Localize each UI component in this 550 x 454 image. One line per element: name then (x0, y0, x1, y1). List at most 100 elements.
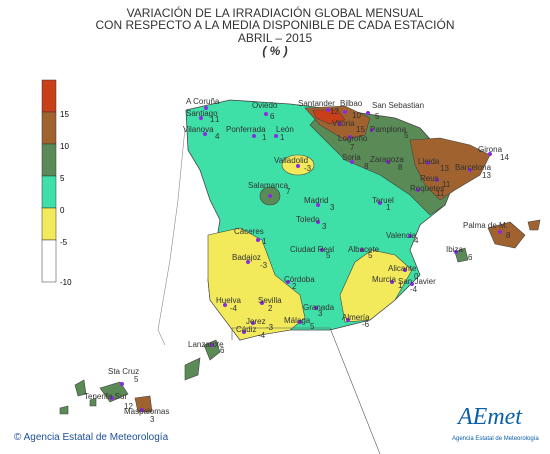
island-lanzarote (203, 339, 221, 361)
station-value: 11 (442, 180, 451, 189)
station-name: Córdoba (284, 275, 315, 284)
station-value: 7 (286, 187, 291, 196)
station-value: 8 (398, 163, 403, 172)
station-value: 8 (364, 162, 369, 171)
region-red-vitoria (312, 109, 346, 125)
island-fuerteventura (184, 357, 201, 381)
station-name: Málaga (284, 316, 311, 325)
station-value: 13 (482, 171, 491, 180)
island-el-hierro (59, 405, 69, 415)
station-name: Barcelona (455, 163, 492, 172)
station-value: 1 (210, 115, 215, 124)
station-value: 6 (220, 346, 225, 355)
station-name: Toledo (296, 215, 320, 224)
island-tenerife (99, 381, 129, 403)
station-value: 4 (215, 132, 220, 141)
station-value: 6 (270, 112, 275, 121)
station-value: 0 (414, 272, 419, 281)
station-value: 1 (262, 133, 267, 142)
station-value: 13 (440, 164, 449, 173)
station-value: -6 (362, 320, 370, 329)
station-name: Girona (478, 145, 503, 154)
station-value: 14 (500, 153, 509, 162)
station-name: Palma de M. (463, 221, 508, 230)
island-la-gomera (89, 397, 97, 407)
station-name: Soria (342, 153, 361, 162)
station-name: Santander (298, 99, 335, 108)
station-name: Lanzarote (188, 340, 224, 349)
station-value: 5 (310, 322, 315, 331)
station-name: Bilbao (340, 99, 363, 108)
legend-label-15: 15 (60, 110, 69, 119)
station-value: 2 (268, 304, 273, 313)
station-name: Valencia (386, 231, 417, 240)
station-value: 1 (386, 203, 391, 212)
title-line3: ABRIL – 2015 (237, 31, 313, 45)
station-value: 2 (292, 282, 297, 291)
station-name: Murcia (372, 275, 397, 284)
station-name: Pamplona (370, 125, 407, 134)
station-value: 11 (436, 189, 445, 198)
station-value: 3 (330, 203, 335, 212)
legend-label-10: 10 (60, 142, 69, 151)
station-value: 1 (262, 237, 267, 246)
station-name: Ponferrada (226, 125, 266, 134)
island-gran-canaria (134, 395, 153, 413)
station-name: Tenerife Sur (84, 392, 127, 401)
station-name: Cádiz (236, 325, 256, 334)
island-mallorca (487, 221, 526, 249)
station-name: León (276, 125, 294, 134)
station-name: Jerez (246, 317, 266, 326)
station-value: 1 (215, 115, 220, 124)
station-value: 6 (468, 253, 473, 262)
station-name: Maspalomas (124, 407, 169, 416)
station-name: Badajoz (232, 253, 261, 262)
station-name: Vilanova (183, 125, 214, 134)
station-value: 15 (356, 125, 365, 134)
legend-label-m10: -10 (60, 278, 72, 287)
legend-label-5: 5 (60, 174, 65, 183)
station-name: A Coruña (186, 97, 220, 106)
station-value: 7 (350, 143, 355, 152)
station-value: -3 (304, 164, 312, 173)
station-value: 1 (280, 133, 285, 142)
station-name: Alicante (388, 264, 417, 273)
station-name: Granada (303, 303, 335, 312)
island-la-palma (74, 379, 87, 397)
station-value: -4 (258, 331, 266, 340)
station-name: Madrid (304, 196, 328, 205)
station-value: -3 (266, 323, 274, 332)
title-line2: CON RESPECTO A LA MEDIA DISPONIBLE DE CA… (95, 18, 455, 32)
portugal-outline (157, 127, 186, 346)
legend-label-m5: -5 (60, 238, 68, 247)
legend: 15 10 5 0 -5 -10 (41, 79, 72, 287)
station-name: Logroño (338, 134, 368, 143)
station-value: 4 (414, 236, 419, 245)
station-name: Ibiza (446, 245, 463, 254)
station-name: Sta Cruz (108, 367, 139, 376)
copyright-footer: © Agencia Estatal de Meteorología (14, 432, 169, 443)
island-menorca (527, 219, 541, 231)
station-value: 5 (375, 112, 380, 121)
station-name: San Sebastian (372, 101, 424, 110)
aemet-logo: AEmet (458, 404, 522, 430)
aemet-logo-subtitle: Agencia Estatal de Meteorología (452, 436, 539, 442)
title-line1: VARIACIÓN DE LA IRRADIACIÓN GLOBAL MENSU… (126, 6, 424, 20)
station-name: Huelva (216, 296, 241, 305)
station-name: Lleida (418, 157, 440, 166)
station-value: 12 (330, 107, 339, 116)
station-value: 10 (352, 111, 361, 120)
station-name: Teruel (372, 196, 394, 205)
station-value: -3 (260, 261, 268, 270)
station-value: 8 (506, 231, 511, 240)
station-name: Zaragoza (370, 155, 404, 164)
station-name: Valladolid (274, 156, 308, 165)
station-name: Albacete (348, 245, 380, 254)
station-name: San Javier (398, 277, 436, 286)
legend-label-0: 0 (60, 206, 65, 215)
station-value: -4 (230, 304, 238, 313)
station-value: 5 (404, 131, 409, 140)
station-name: Cáceres (234, 227, 264, 236)
region-brown-catalonia (409, 137, 491, 201)
